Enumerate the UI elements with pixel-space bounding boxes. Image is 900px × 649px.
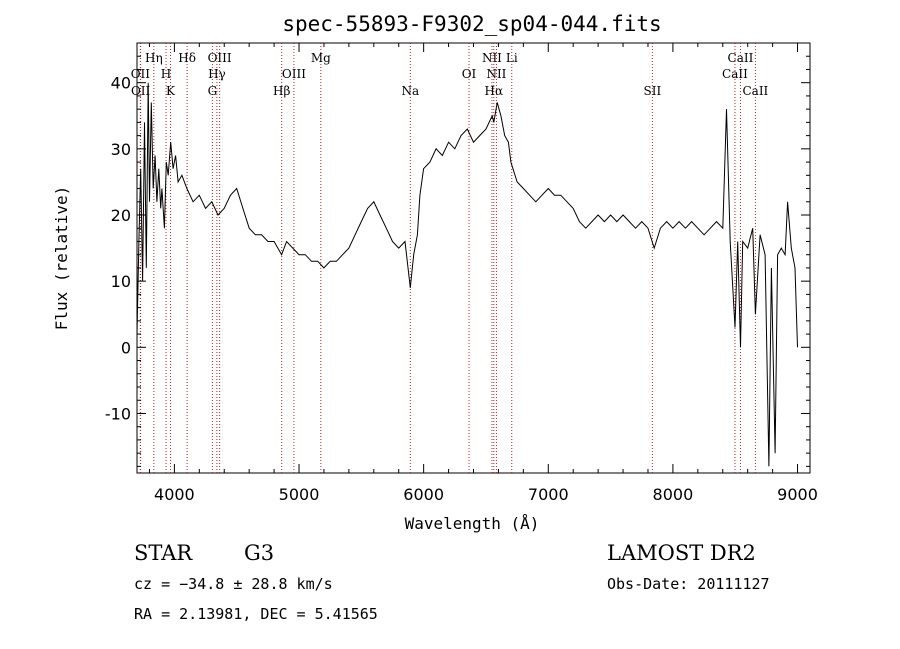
- survey-label: LAMOST DR2: [607, 541, 756, 565]
- y-tick-label: 20: [111, 206, 131, 225]
- line-marker-label: K: [166, 84, 176, 98]
- line-marker-label: OII: [131, 84, 151, 98]
- axis-ticks: 4000 5000 6000 7000 8000 9000 -10 0 10 20 30 40: [105, 43, 818, 504]
- line-marker-label: Na: [401, 84, 419, 98]
- line-marker-label: CaII: [722, 67, 748, 81]
- line-marker-label: G: [208, 84, 218, 98]
- line-marker-label: OIII: [208, 51, 232, 65]
- spectrum-series: [136, 82, 798, 467]
- line-marker-label: OIII: [282, 67, 306, 81]
- redshift-cz: cz = −34.8 ± 28.8 km/s: [134, 575, 333, 593]
- line-marker-label: SII: [643, 84, 661, 98]
- obs-date: Obs-Date: 20111127: [607, 575, 770, 593]
- line-marker-label: Li: [506, 51, 518, 65]
- x-tick-label: 5000: [279, 485, 320, 504]
- line-marker-label: H: [161, 67, 171, 81]
- line-marker-label: Hη: [145, 51, 163, 65]
- line-marker-label: Mg: [311, 51, 331, 65]
- y-axis-label: Flux (relative): [52, 186, 71, 331]
- ra-dec: RA = 2.13981, DEC = 5.41565: [134, 605, 378, 623]
- line-marker-label: OI: [462, 67, 477, 81]
- y-tick-label: -10: [105, 404, 131, 423]
- class-type: STAR: [134, 541, 193, 565]
- chart-title: spec-55893-F9302_sp04-044.fits: [282, 12, 661, 36]
- line-marker-label: NII: [482, 51, 502, 65]
- y-tick-label: 10: [111, 272, 131, 291]
- line-marker-label: NII: [486, 67, 506, 81]
- y-tick-label: 30: [111, 140, 131, 159]
- spectrum-line: [136, 82, 798, 467]
- plot-frame: [136, 42, 811, 474]
- line-marker-label: CaII: [728, 51, 754, 65]
- x-tick-label: 8000: [653, 485, 694, 504]
- line-marker-label: Hγ: [208, 67, 226, 81]
- line-marker-label: Hβ: [273, 84, 290, 98]
- x-tick-label: 9000: [777, 485, 818, 504]
- line-marker-label: CaII: [742, 84, 768, 98]
- x-tick-label: 7000: [528, 485, 569, 504]
- y-tick-label: 0: [121, 338, 131, 357]
- line-marker-label: Hα: [485, 84, 504, 98]
- x-axis-label: Wavelength (Å): [405, 514, 540, 533]
- x-tick-label: 4000: [154, 485, 195, 504]
- x-tick-label: 6000: [403, 485, 444, 504]
- line-marker-label: Hδ: [178, 51, 196, 65]
- subclass: G3: [244, 541, 274, 565]
- y-tick-label: 40: [111, 74, 131, 93]
